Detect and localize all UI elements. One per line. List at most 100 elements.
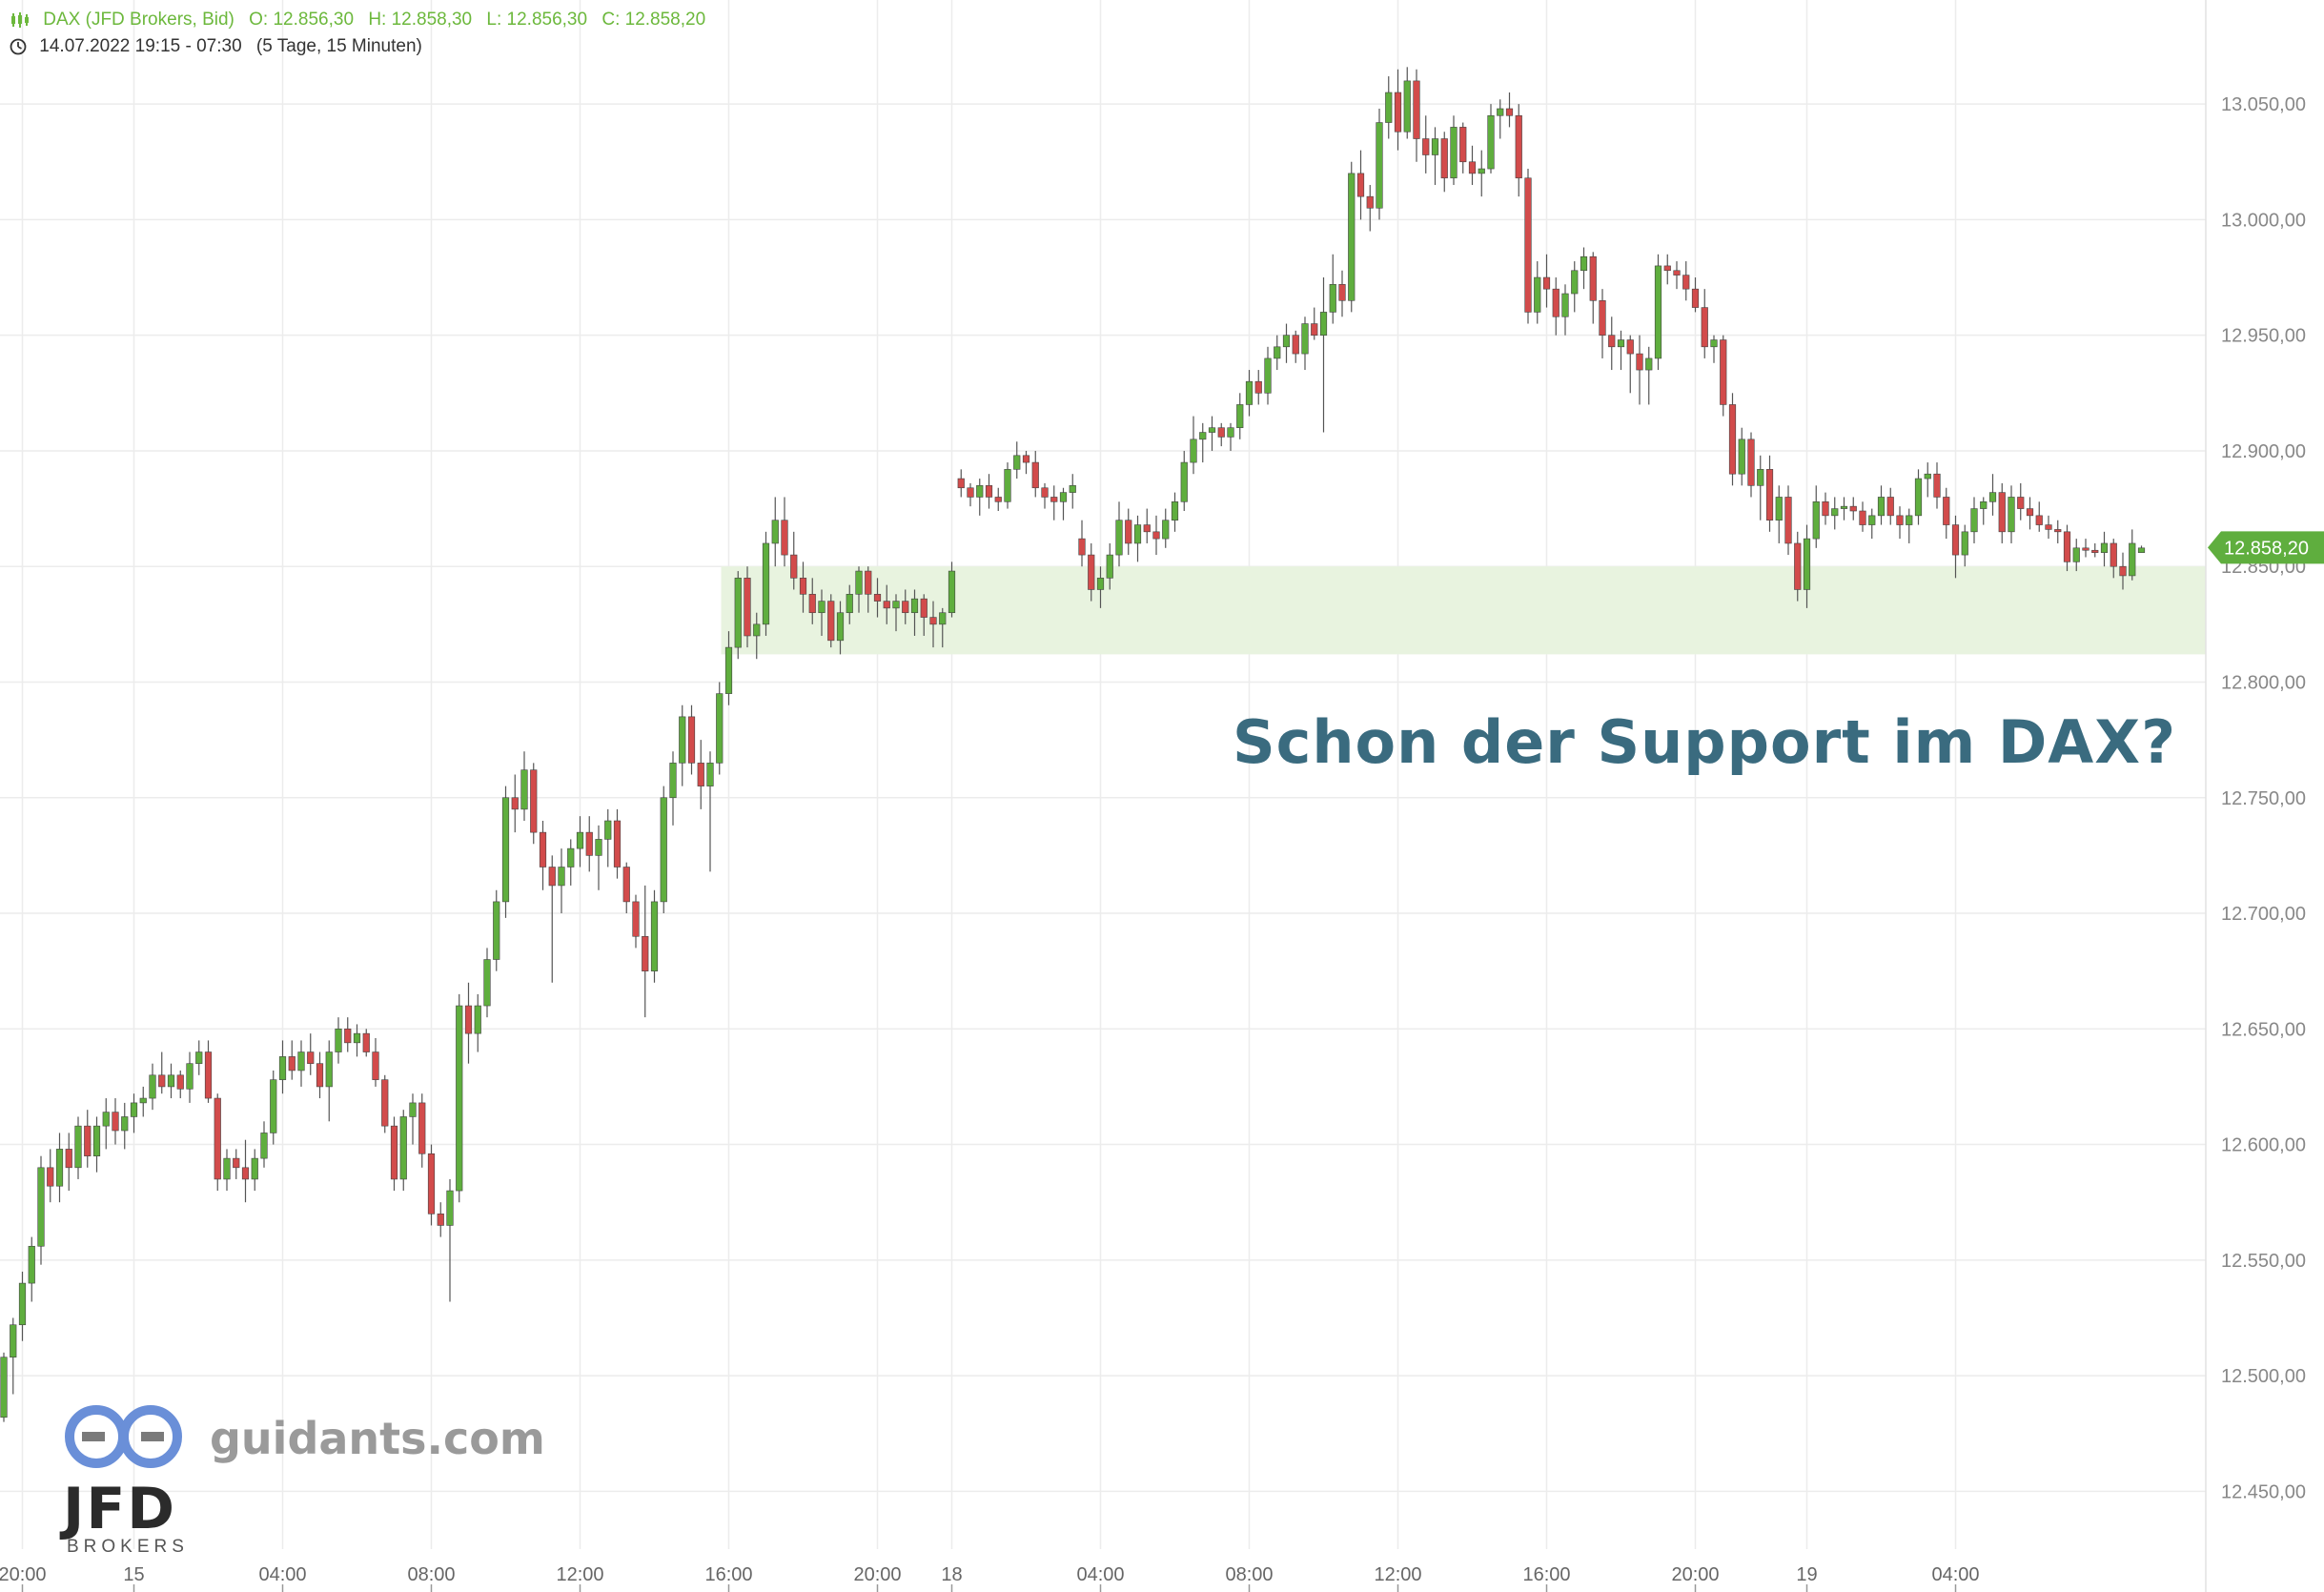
candle-body	[1580, 255, 1588, 272]
candle-body	[390, 1125, 398, 1180]
candle	[642, 885, 649, 1018]
candle-body	[1571, 270, 1579, 295]
candle	[1143, 508, 1151, 543]
candle-body	[270, 1079, 277, 1133]
candle	[1812, 485, 1820, 548]
candle	[734, 571, 742, 660]
candle-body	[1552, 288, 1560, 317]
candle-body	[939, 612, 947, 625]
candle	[316, 1051, 324, 1099]
candle	[1450, 115, 1458, 186]
candle-body	[1784, 497, 1792, 544]
candle-body	[409, 1102, 417, 1117]
candle	[335, 1017, 342, 1064]
candle	[1998, 482, 2006, 543]
candle-body	[1348, 173, 1356, 301]
candle-body	[1636, 353, 1643, 371]
candle-body	[1868, 515, 1876, 525]
candle	[836, 601, 845, 655]
candle-body	[1561, 293, 1569, 317]
candle-body	[687, 716, 696, 764]
candle-body	[1738, 439, 1745, 475]
candle-body	[353, 1032, 361, 1044]
candle-body	[1961, 531, 1968, 556]
candle	[1366, 185, 1374, 232]
candle-body	[307, 1051, 315, 1064]
candle-body	[595, 839, 602, 856]
candle-body	[2072, 547, 2080, 562]
candle-body	[335, 1028, 342, 1052]
price-tick-label: 12.700,00	[2221, 904, 2306, 925]
candle	[223, 1149, 231, 1192]
time-tick-label: 04:00	[1076, 1564, 1124, 1585]
candle-body	[1877, 497, 1886, 517]
time-tick-label: 20:00	[1671, 1564, 1719, 1585]
candle	[687, 704, 696, 775]
candle	[474, 993, 481, 1052]
candle-body	[233, 1157, 240, 1169]
candle	[2119, 552, 2127, 590]
candles	[0, 67, 2146, 1422]
candle-body	[372, 1051, 379, 1080]
candle-body	[1143, 524, 1151, 533]
candle	[1534, 261, 1541, 324]
candle-body	[1691, 288, 1700, 308]
candle	[409, 1093, 417, 1145]
candle-body	[1906, 515, 1913, 525]
candle	[2129, 529, 2136, 581]
support-zone	[721, 566, 2206, 655]
candle	[1505, 92, 1514, 128]
candle	[1338, 270, 1346, 317]
candle-body	[957, 478, 965, 489]
candle	[1227, 422, 1234, 451]
candle-body	[2035, 515, 2043, 525]
candle-body	[1710, 339, 1718, 348]
candle	[548, 855, 556, 983]
price-tick-label: 13.000,00	[2221, 210, 2306, 231]
candle-body	[1162, 520, 1170, 540]
candle	[827, 594, 835, 648]
candle-body	[251, 1157, 258, 1180]
candle	[1524, 169, 1532, 324]
candle-body	[158, 1074, 166, 1088]
candle-body	[697, 763, 704, 786]
candle	[195, 1040, 203, 1075]
candle	[604, 808, 612, 867]
candle-body	[1924, 473, 1931, 480]
candle-body	[1728, 404, 1737, 475]
candle-body	[1599, 299, 1606, 336]
candle	[0, 1352, 8, 1422]
candle	[92, 1116, 101, 1173]
candle	[1794, 531, 1802, 602]
time-tick-label: 08:00	[407, 1564, 455, 1585]
candle-body	[1171, 501, 1179, 521]
candle	[873, 578, 882, 618]
candle	[539, 821, 547, 890]
candle	[2091, 542, 2099, 558]
candle-body	[724, 646, 733, 694]
candle-body	[2017, 497, 2025, 509]
candle-body	[716, 693, 724, 764]
candle-body	[613, 820, 622, 867]
candle-body	[1319, 312, 1328, 336]
candle-body	[1292, 335, 1299, 355]
candle	[1896, 506, 1904, 540]
candle-body	[1311, 323, 1318, 336]
candle	[214, 1093, 221, 1192]
candle	[576, 816, 584, 867]
candle-body	[92, 1125, 101, 1156]
candle	[1580, 247, 1588, 290]
candle-body	[744, 578, 751, 637]
candle	[1356, 150, 1365, 220]
candle	[121, 1102, 129, 1150]
price-tick-label: 12.550,00	[2221, 1251, 2306, 1272]
candle-body	[1943, 497, 1950, 525]
candle	[929, 601, 937, 648]
candle-body	[1078, 538, 1086, 556]
candle	[10, 1317, 17, 1395]
candle	[846, 584, 853, 624]
candle	[2035, 501, 2043, 532]
candle-body	[1970, 508, 1978, 533]
close-value: C: 12.858,20	[601, 10, 706, 30]
